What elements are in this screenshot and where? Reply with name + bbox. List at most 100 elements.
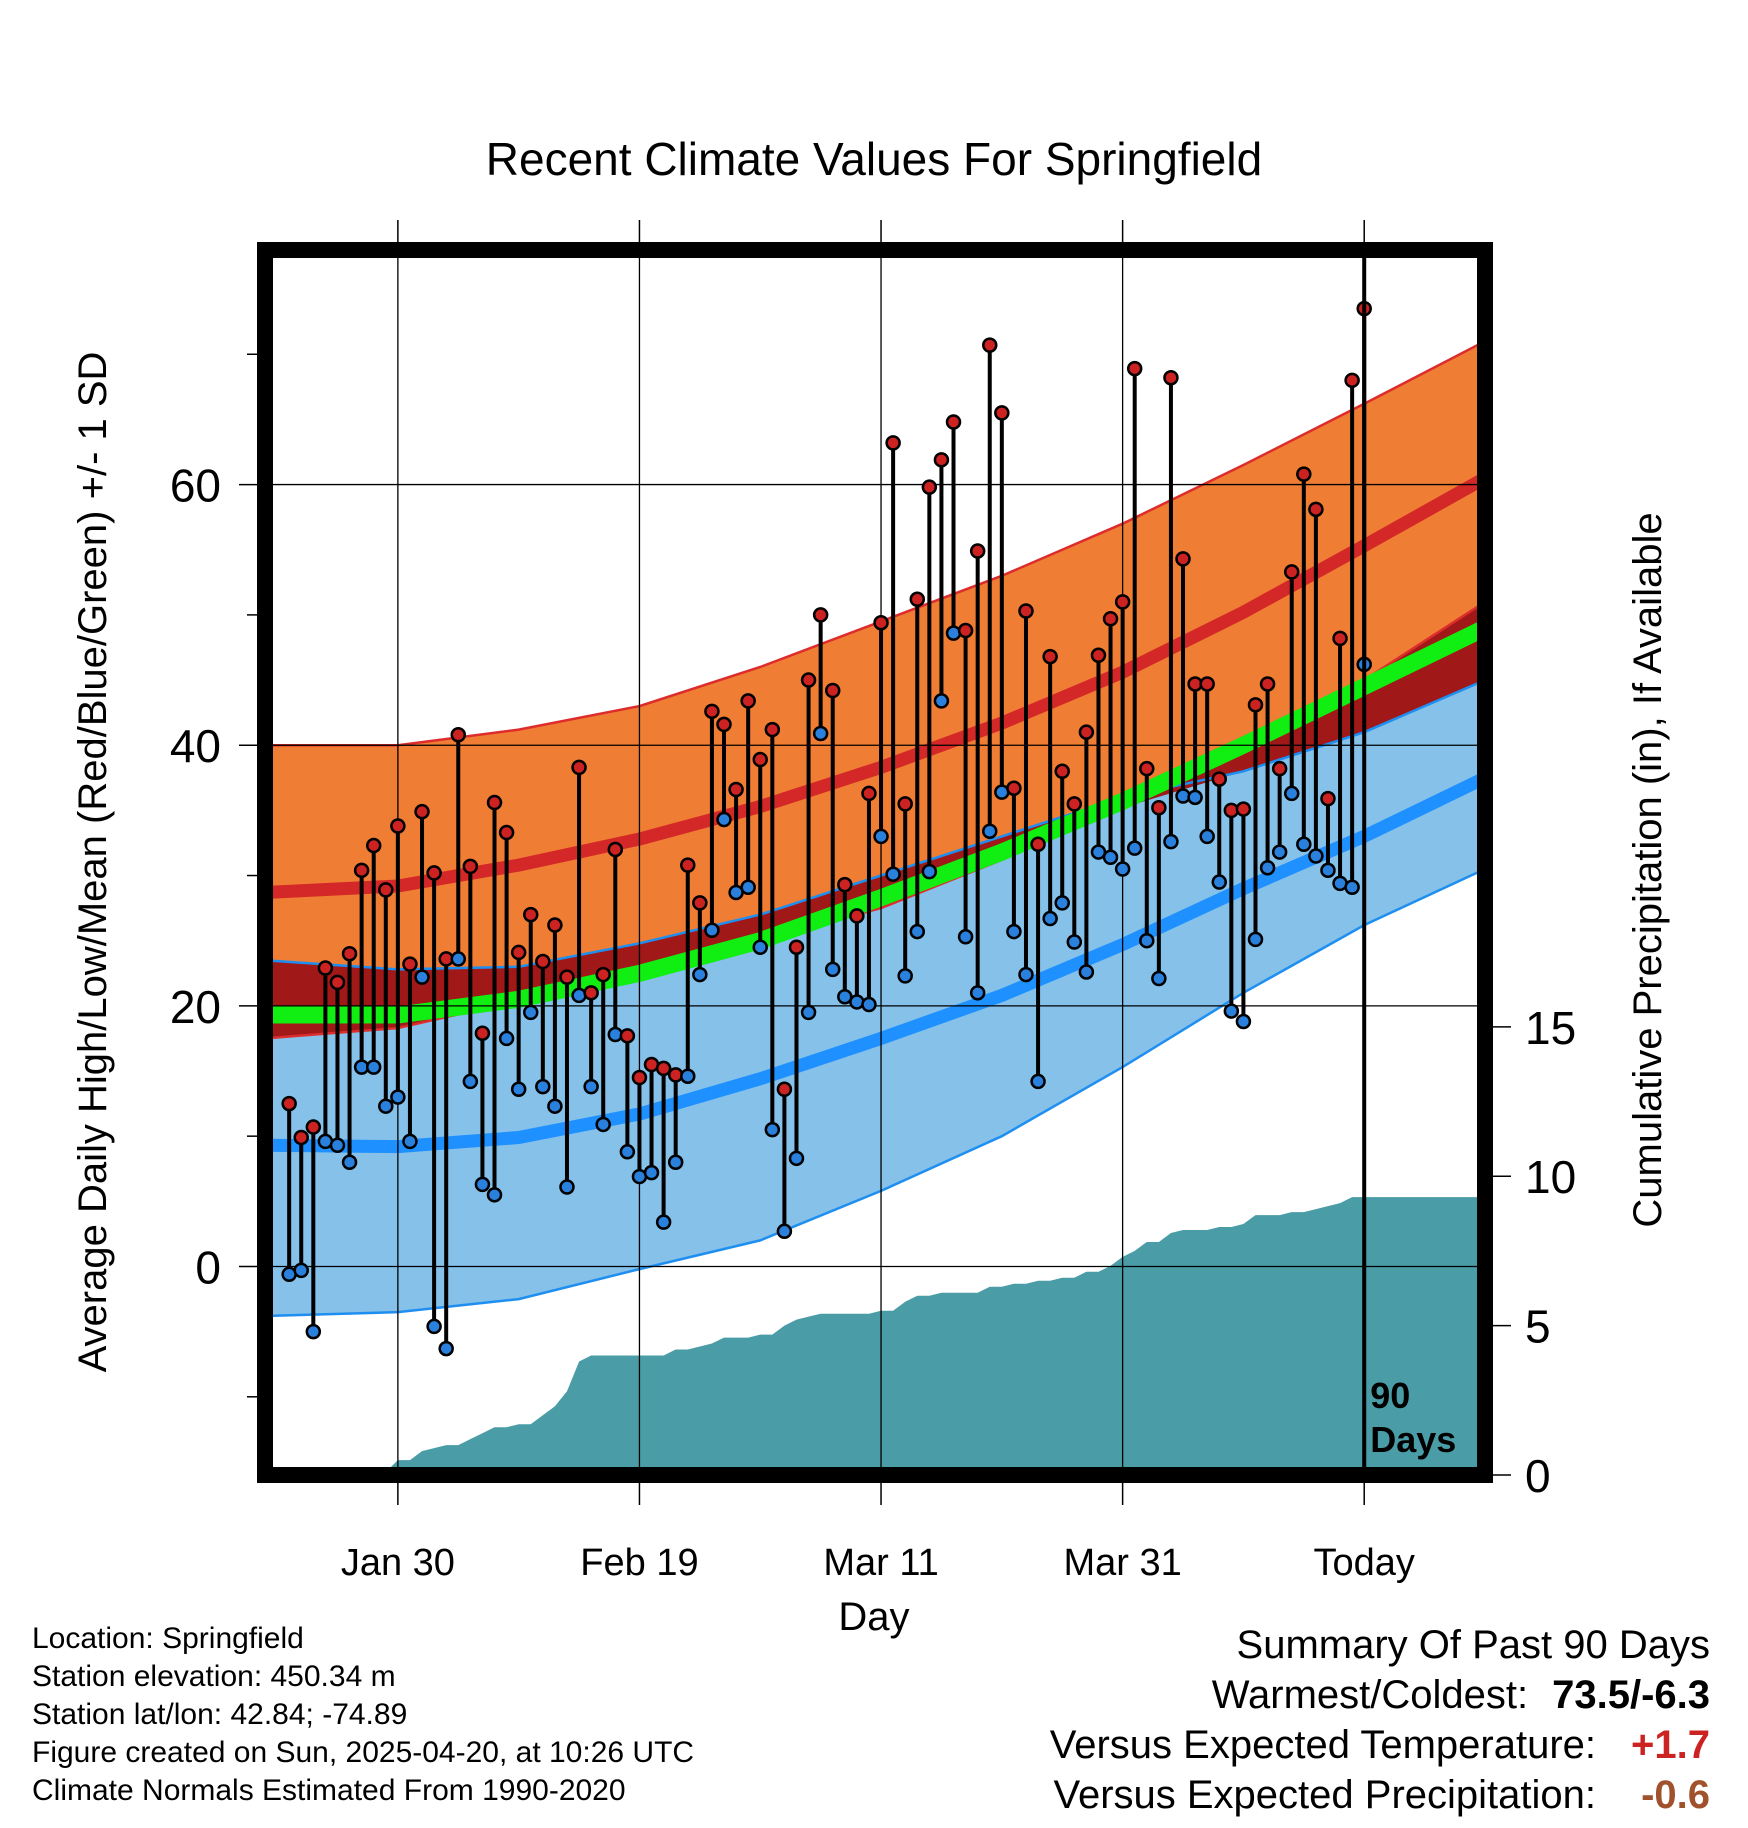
daily-low-point — [341, 1154, 358, 1170]
daily-low-point — [547, 1098, 563, 1114]
daily-low-point — [462, 1073, 479, 1090]
summary-value: +1.7 — [1631, 1723, 1710, 1767]
daily-high-point — [1332, 630, 1348, 647]
daily-high-point — [849, 908, 865, 924]
daily-high-point — [474, 1025, 491, 1041]
daily-low-point — [365, 1059, 382, 1075]
daily-low-point — [776, 1223, 793, 1240]
daily-high-point — [1151, 800, 1167, 816]
daily-low-point — [498, 1030, 515, 1047]
daily-low-point — [788, 1150, 805, 1167]
created-text: Figure created on Sun, 2025-04-20, at 10… — [32, 1736, 695, 1769]
daily-high-point — [1296, 466, 1312, 482]
daily-low-point — [1187, 789, 1203, 806]
daily-high-point — [317, 960, 334, 976]
daily-high-point — [547, 917, 563, 933]
daily-high-point — [607, 841, 624, 858]
daily-low-point — [1066, 934, 1083, 950]
daily-low-point — [1344, 879, 1360, 896]
daily-high-point — [1259, 676, 1276, 692]
daily-high-point — [728, 781, 744, 798]
normals-text: Climate Normals Estimated From 1990-2020 — [32, 1774, 626, 1807]
daily-high-point — [1018, 603, 1034, 619]
daily-low-point — [655, 1214, 672, 1230]
daily-low-point — [305, 1323, 322, 1340]
daily-high-point — [957, 622, 974, 639]
daily-low-point — [571, 987, 587, 1004]
daily-high-point — [909, 591, 926, 608]
y2-tick-label: 5 — [1525, 1301, 1551, 1353]
summary-title: Summary Of Past 90 Days — [1236, 1623, 1710, 1667]
daily-high-point — [1175, 551, 1191, 567]
daily-high-point — [619, 1028, 636, 1044]
daily-low-point — [1247, 931, 1264, 948]
summary-label: Warmest/Coldest: — [1211, 1673, 1529, 1717]
daily-low-point — [812, 725, 829, 742]
daily-low-point — [583, 1078, 599, 1095]
daily-high-point — [1235, 801, 1252, 817]
daily-high-point — [776, 1081, 793, 1098]
daily-high-point — [498, 824, 515, 841]
chart-title: Recent Climate Values For Springfield — [486, 133, 1262, 185]
y2-axis-label: Cumulative Precipitation (in), If Availa… — [1626, 512, 1670, 1227]
daily-high-point — [837, 876, 853, 893]
daily-low-point — [1042, 910, 1058, 927]
daily-low-point — [824, 961, 841, 978]
daily-high-point — [752, 751, 768, 768]
daily-low-point — [619, 1144, 636, 1160]
y-tick-label: 60 — [170, 460, 221, 512]
daily-low-point — [1320, 862, 1336, 879]
daily-low-point — [969, 985, 986, 1001]
y-tick-label: 40 — [170, 720, 221, 772]
daily-low-point — [486, 1187, 503, 1203]
daily-high-point — [1320, 790, 1336, 807]
daily-high-point — [365, 837, 382, 854]
daily-low-point — [667, 1154, 684, 1170]
daily-high-point — [1078, 724, 1095, 740]
daily-high-point — [873, 614, 889, 631]
daily-low-point — [474, 1176, 491, 1193]
daily-high-point — [535, 953, 551, 970]
x-axis-label: Day — [838, 1595, 909, 1639]
daily-high-point — [281, 1095, 297, 1112]
summary-row-extremes: Warmest/Coldest: 73.5/-6.3 — [1050, 1670, 1710, 1720]
daily-high-point — [1247, 697, 1264, 713]
daily-low-point — [1102, 849, 1119, 866]
daily-high-point — [631, 1069, 648, 1086]
daily-high-point — [969, 543, 986, 559]
daily-high-point — [994, 405, 1010, 421]
daily-low-point — [1223, 1003, 1240, 1019]
daily-low-point — [692, 966, 708, 983]
daily-low-point — [378, 1098, 394, 1114]
x-tick-label: Today — [1314, 1542, 1415, 1584]
daily-low-point — [643, 1164, 660, 1181]
normal-low-band — [265, 680, 1485, 1316]
daily-high-point — [305, 1119, 322, 1135]
daily-high-point — [1006, 780, 1022, 796]
daily-high-point — [1090, 647, 1107, 664]
daily-low-point — [873, 828, 889, 845]
daily-high-point — [293, 1129, 309, 1146]
daily-low-point — [595, 1116, 611, 1133]
daily-high-point — [1344, 372, 1360, 389]
daily-low-point — [921, 863, 938, 880]
daily-high-point — [716, 716, 732, 733]
summary-value: 73.5/-6.3 — [1552, 1673, 1710, 1717]
daily-high-point — [450, 727, 467, 743]
daily-low-point — [945, 625, 962, 641]
daily-low-point — [414, 969, 430, 985]
daily-high-point — [1283, 564, 1300, 580]
daily-high-point — [740, 693, 756, 709]
daily-low-point — [885, 866, 901, 882]
daily-high-point — [680, 857, 696, 873]
daily-low-point — [1151, 970, 1167, 987]
summary-label: Versus Expected Temperature: — [1049, 1723, 1596, 1767]
daily-high-point — [1054, 763, 1070, 780]
daily-low-point — [1308, 848, 1324, 864]
daily-high-point — [1211, 771, 1228, 787]
daily-high-point — [921, 479, 938, 495]
daily-high-point — [982, 337, 998, 353]
daily-low-point — [1271, 844, 1288, 860]
daily-low-point — [1283, 785, 1300, 802]
location-text: Location: Springfield — [32, 1622, 304, 1655]
